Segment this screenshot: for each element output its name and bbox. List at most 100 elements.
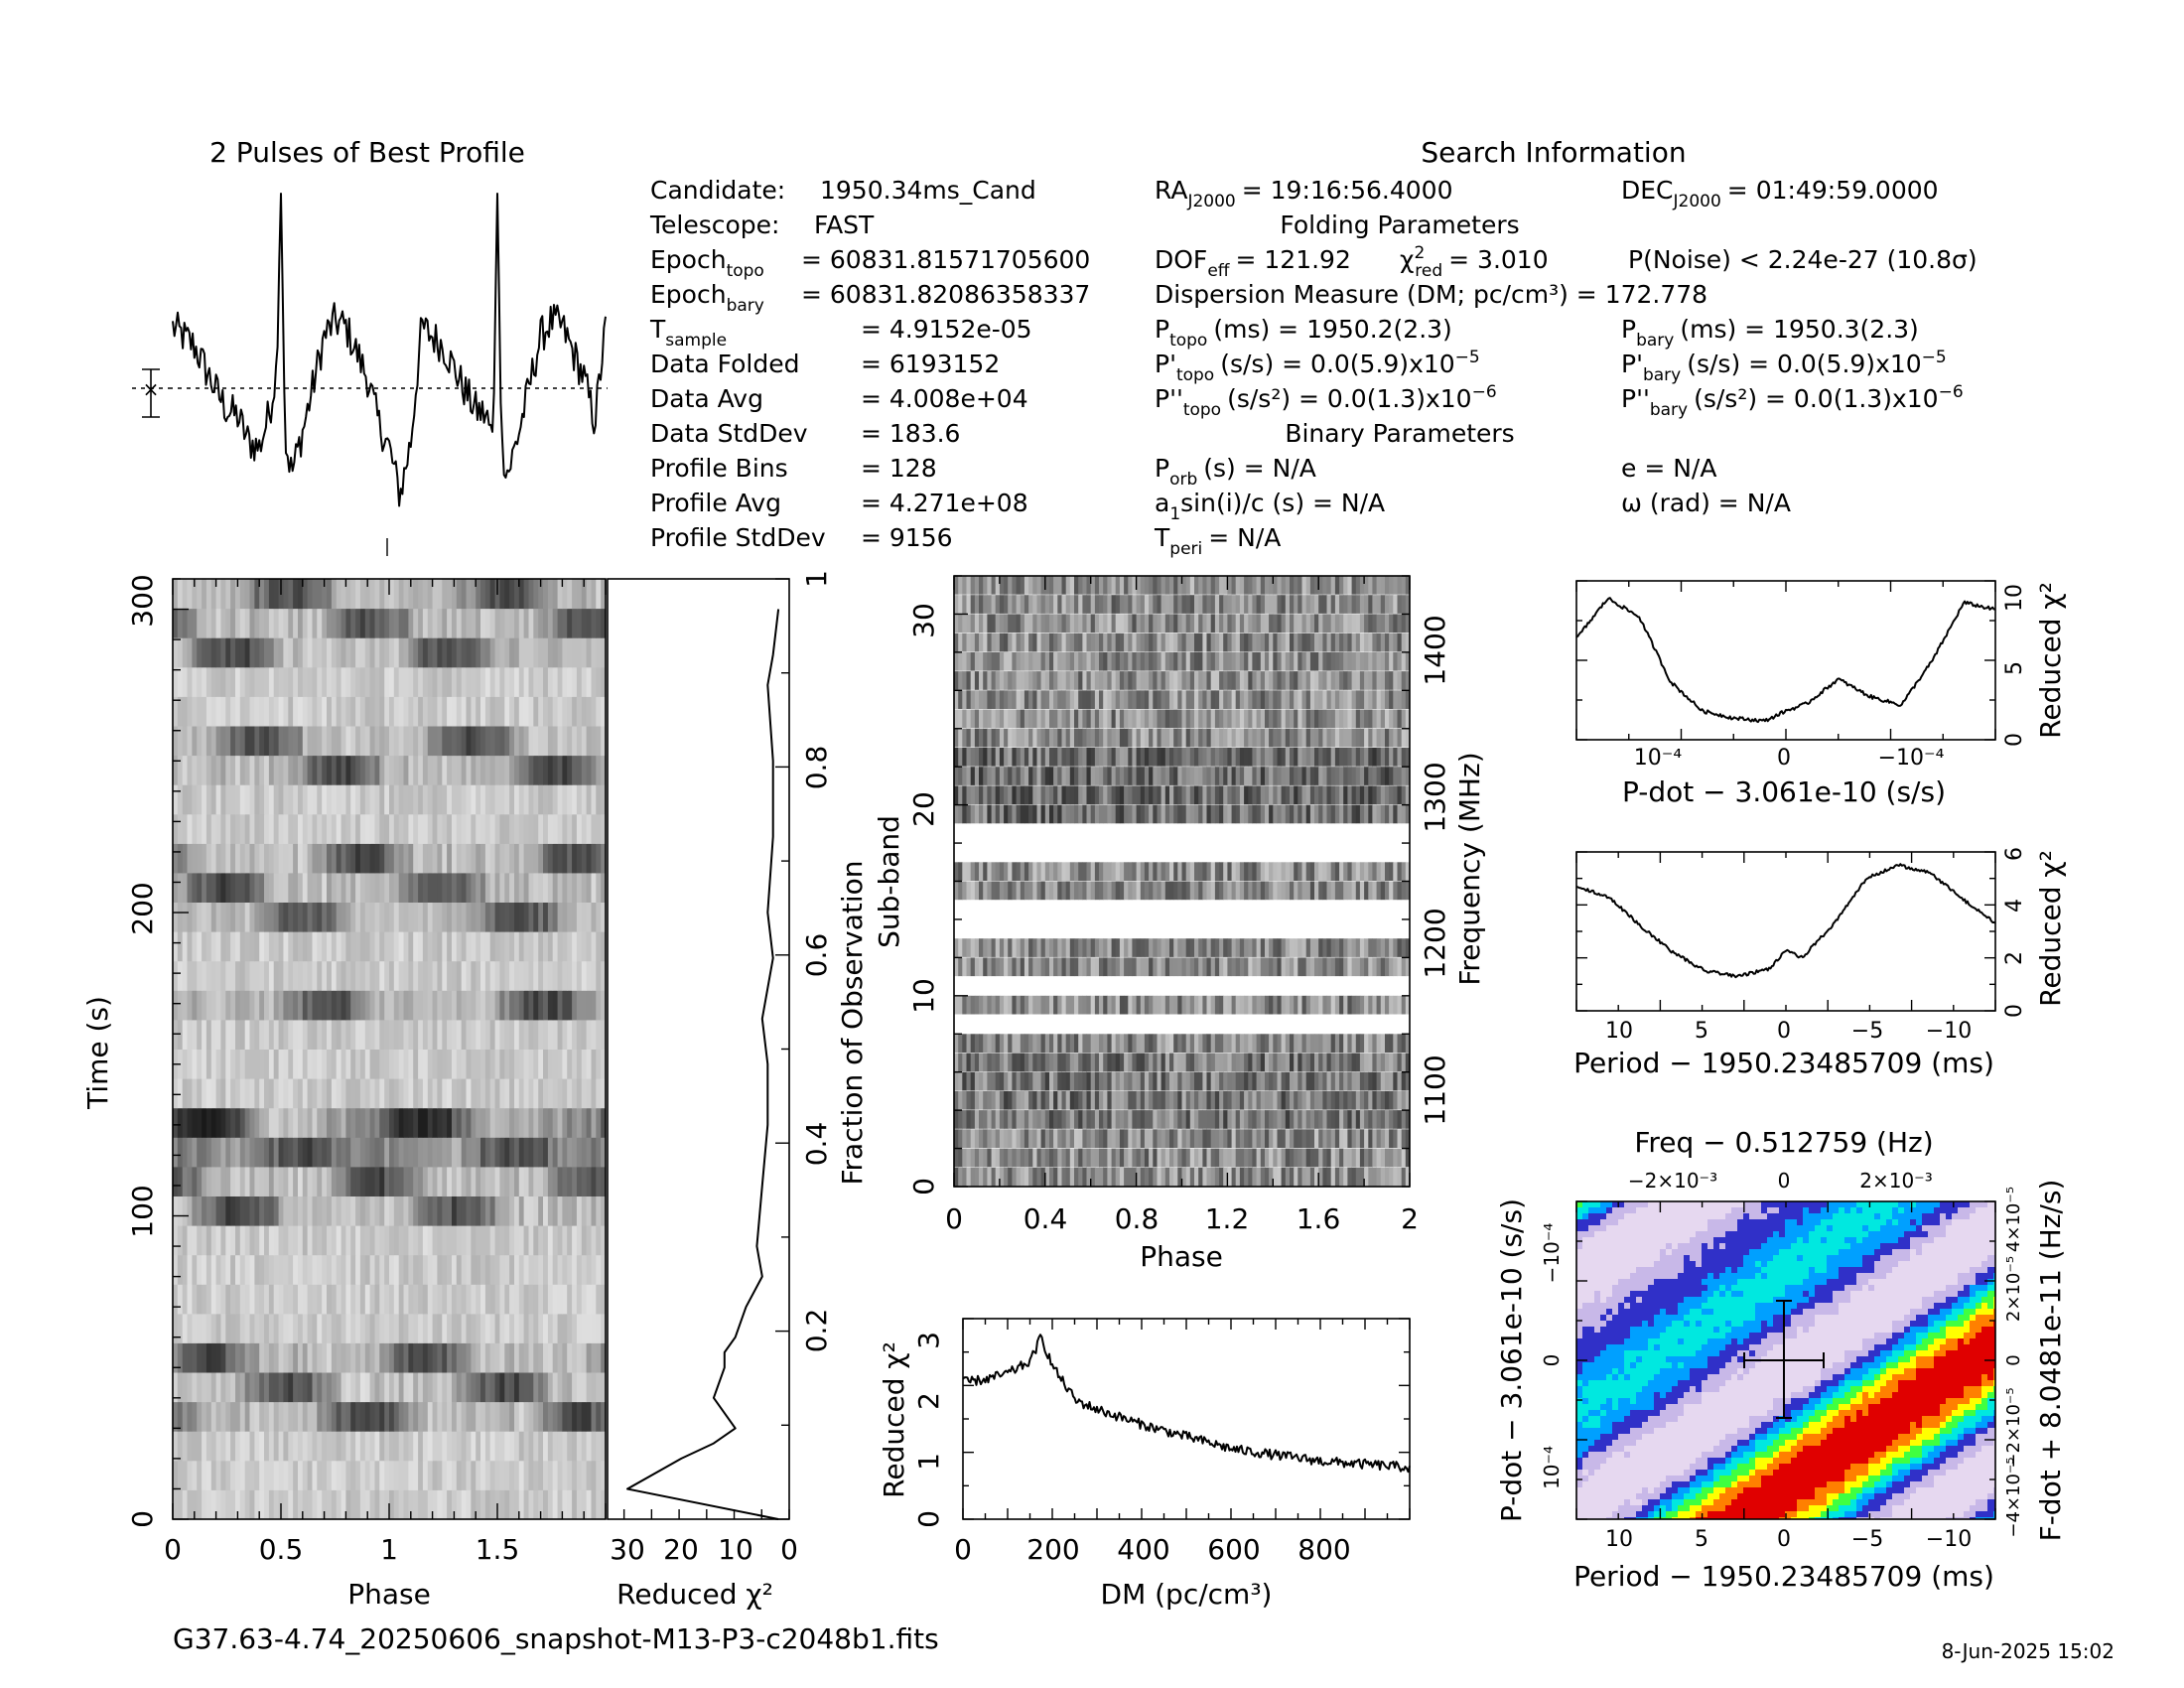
time-phase-cell — [437, 1284, 443, 1315]
subband-cell — [1049, 1129, 1054, 1148]
subband-cell — [958, 1071, 963, 1091]
subband-cell — [1099, 1110, 1104, 1129]
time-phase-cell — [317, 1196, 323, 1226]
time-phase-cell — [499, 843, 505, 874]
time-phase-cell — [369, 1489, 375, 1520]
time-phase-cell — [476, 990, 481, 1021]
time-phase-cell — [418, 1372, 424, 1403]
time-phase-cell — [293, 1137, 299, 1168]
time-phase-cell — [384, 637, 390, 668]
time-phase-cell — [518, 1313, 525, 1343]
time-phase-cell — [239, 1401, 246, 1432]
time-phase-cell — [442, 1284, 448, 1315]
time-phase-cell — [418, 1107, 424, 1138]
time-phase-cell — [345, 1460, 351, 1490]
time-phase-cell — [307, 990, 313, 1021]
subband-cell — [999, 748, 1005, 767]
subband-cell — [1214, 1129, 1220, 1148]
time-phase-cell — [322, 579, 328, 610]
subband-cell — [1244, 881, 1249, 901]
subband-cell — [1223, 1071, 1228, 1091]
subband-cell — [1385, 1053, 1390, 1072]
subband-cell — [1385, 767, 1390, 785]
subband-cell — [1040, 1167, 1046, 1187]
time-phase-cell — [254, 1078, 260, 1109]
time-phase-cell — [504, 696, 510, 727]
subband-cell — [1294, 881, 1298, 901]
time-phase-cell — [254, 1107, 260, 1138]
time-phase-cell — [225, 960, 231, 991]
subband-cell — [974, 785, 980, 805]
time-phase-cell — [379, 784, 385, 815]
subband-cell — [1144, 1148, 1150, 1168]
time-phase-cell — [298, 696, 304, 727]
time-phase-cell — [572, 1107, 578, 1138]
time-phase-cell — [447, 843, 453, 874]
subband-cell — [1330, 957, 1336, 977]
time-phase-cell — [327, 666, 333, 697]
subband-cell — [1219, 1148, 1224, 1168]
subband-cell — [1269, 995, 1274, 1015]
subband-cell — [1107, 804, 1112, 824]
subband-cell — [1008, 1129, 1013, 1148]
time-phase-cell — [192, 696, 198, 727]
time-phase-cell — [494, 1460, 500, 1490]
subband-cell — [1405, 785, 1411, 805]
time-phase-cell — [466, 1078, 472, 1109]
subband-cell — [1160, 1034, 1166, 1053]
time-phase-cell — [442, 1254, 448, 1285]
time-phase-cell — [398, 813, 404, 844]
subband-cell — [1132, 881, 1137, 901]
time-phase-cell — [288, 784, 294, 815]
time-phase-cell — [225, 1284, 231, 1315]
subband-cell — [1160, 995, 1166, 1015]
time-phase-cell — [317, 1313, 323, 1343]
time-phase-cell — [514, 696, 520, 727]
time-phase-cell — [350, 696, 356, 727]
time-phase-cell — [182, 784, 188, 815]
subband-cell — [1273, 1148, 1278, 1168]
subband-cell — [1202, 785, 1207, 805]
subband-cell — [1160, 748, 1166, 767]
time-phase-cell — [327, 1431, 333, 1462]
time-phase-cell — [601, 1049, 607, 1079]
time-phase-cell — [283, 1342, 289, 1373]
time-phase-cell — [499, 813, 505, 844]
time-phase-cell — [187, 1342, 193, 1373]
subband-cell — [1111, 1053, 1117, 1072]
subband-cell — [974, 728, 980, 748]
time-phase-cell — [364, 843, 371, 874]
subband-cell — [1094, 1090, 1100, 1110]
time-phase-cell — [596, 1431, 602, 1462]
time-phase-cell — [596, 1019, 602, 1050]
time-phase-cell — [567, 931, 573, 962]
subband-cell — [1235, 767, 1241, 785]
subband-cell — [1297, 1053, 1302, 1072]
time-phase-cell — [327, 1284, 333, 1315]
subband-cell — [1206, 1148, 1212, 1168]
time-phase-cell — [384, 1342, 390, 1373]
info-label-data-folded: Data Folded — [650, 350, 800, 378]
subband-cell — [1248, 938, 1253, 957]
time-phase-cell — [345, 1137, 351, 1168]
subband-cell — [1036, 938, 1042, 957]
info-chi-red: χ2 red = 3.010 — [1400, 243, 1549, 281]
subband-cell — [1223, 767, 1228, 785]
time-phase-cell — [268, 1196, 275, 1226]
info-label-data-avg: Data Avg — [650, 384, 763, 413]
time-phase-cell — [528, 990, 534, 1021]
time-phase-cell — [461, 755, 467, 785]
time-phase-cell — [235, 1372, 241, 1403]
time-phase-cell — [187, 1137, 193, 1168]
time-phase-cell — [259, 784, 265, 815]
subband-cell — [1368, 748, 1373, 767]
subband-cell — [1149, 785, 1154, 805]
subband-cell — [1044, 862, 1050, 881]
subband-cell — [1144, 748, 1150, 767]
subband-cell — [1294, 938, 1298, 957]
time-phase-cell — [393, 755, 400, 785]
time-phase-cell — [331, 1137, 338, 1168]
time-phase-cell — [567, 1107, 573, 1138]
subband-cell — [1210, 995, 1216, 1015]
time-phase-cell — [581, 1284, 588, 1315]
